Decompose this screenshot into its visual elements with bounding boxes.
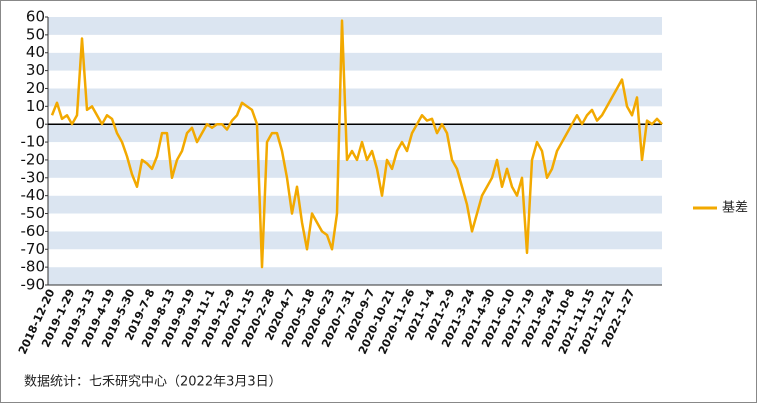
y-tick-label: -30 [21, 168, 46, 186]
band [48, 142, 662, 160]
band [48, 88, 662, 107]
legend-label: 基差 [722, 201, 748, 216]
y-tick-label: 60 [26, 8, 45, 26]
band [48, 17, 662, 35]
y-tick-label: -60 [21, 222, 46, 240]
y-tick-label: 40 [26, 43, 45, 61]
band [48, 177, 662, 196]
band [48, 249, 662, 268]
band [48, 195, 662, 214]
y-tick-label: -50 [21, 204, 46, 222]
band [48, 70, 662, 89]
y-tick-label: 30 [26, 61, 45, 79]
band [48, 106, 662, 125]
band [48, 231, 662, 250]
y-tick-label: 10 [26, 97, 45, 115]
band [48, 52, 662, 71]
y-tick-label: -20 [21, 150, 46, 168]
y-tick-label: -10 [21, 133, 46, 151]
band [48, 34, 662, 53]
note: 数据统计：七禾研究中心（2022年3月3日） [24, 375, 282, 390]
band [48, 267, 662, 285]
band [48, 213, 662, 232]
y-tick-label: 20 [26, 79, 45, 97]
y-tick-label: 50 [26, 25, 45, 43]
series-line [50, 19, 663, 269]
y-tick-label: -90 [21, 276, 46, 294]
y-tick-label: 0 [35, 115, 45, 133]
y-tick-label: -70 [21, 240, 46, 258]
y-tick-label: -80 [21, 258, 46, 276]
y-tick-label: -40 [21, 186, 46, 204]
band [48, 124, 662, 143]
